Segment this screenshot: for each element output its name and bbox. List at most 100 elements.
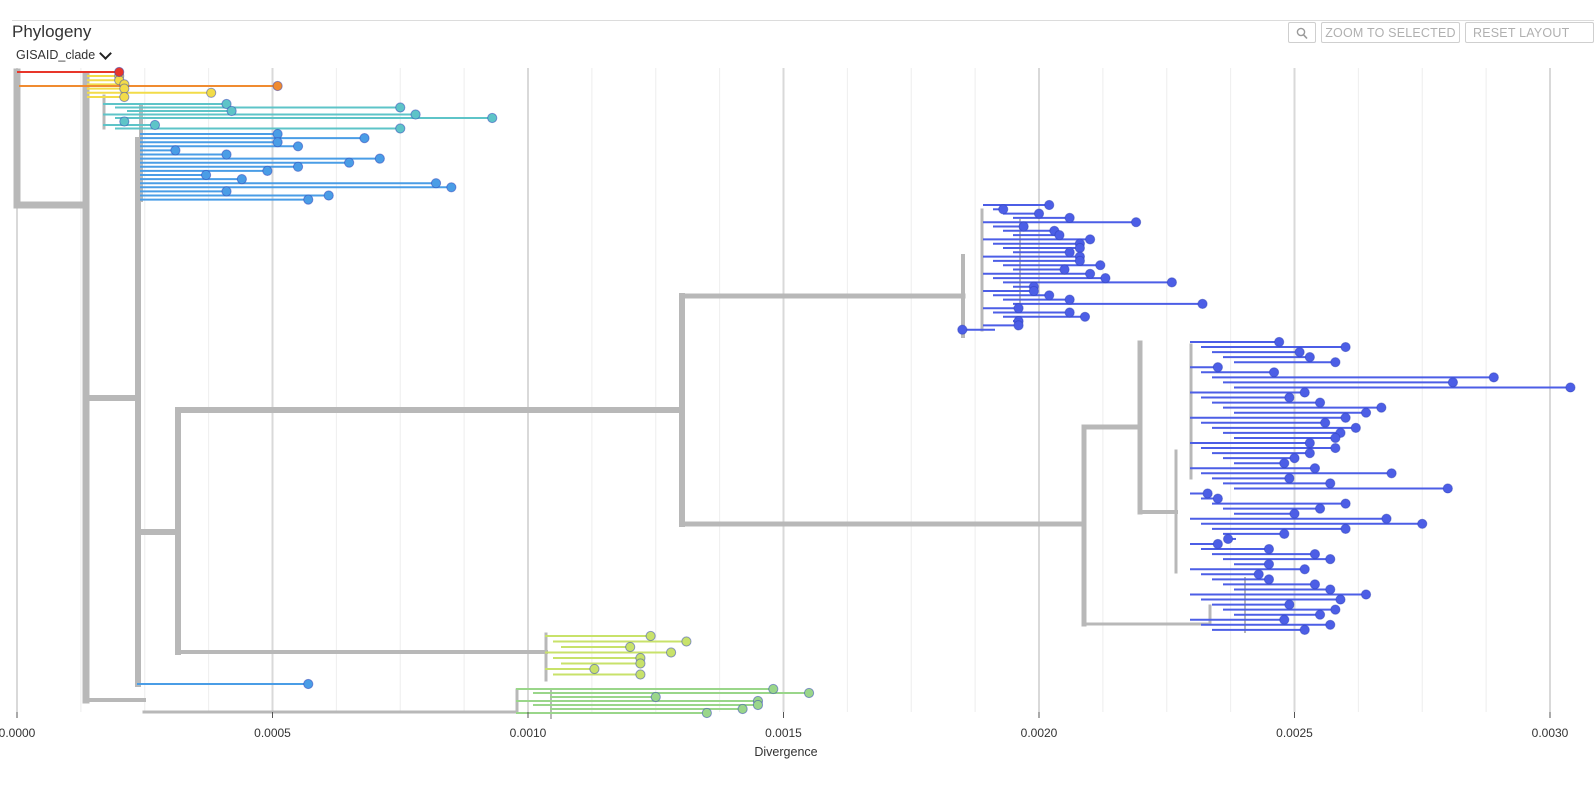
- tree-tip[interactable]: [1340, 498, 1351, 509]
- tree-tip[interactable]: [1212, 362, 1223, 373]
- tree-tip[interactable]: [650, 691, 661, 703]
- tree-tip[interactable]: [272, 80, 283, 92]
- tree-tip[interactable]: [1074, 242, 1085, 254]
- tree-tip[interactable]: [119, 91, 130, 103]
- tree-tip[interactable]: [1202, 488, 1213, 499]
- tree-tip[interactable]: [1018, 221, 1029, 232]
- tree-tip[interactable]: [1299, 387, 1310, 398]
- tree-tip[interactable]: [395, 123, 406, 134]
- tree-tip[interactable]: [1340, 523, 1351, 534]
- tree-tip[interactable]: [1299, 564, 1310, 575]
- tree-tip[interactable]: [1325, 619, 1336, 630]
- tree-tip[interactable]: [1314, 609, 1326, 620]
- tree-tips[interactable]: [114, 66, 1576, 719]
- tree-tip[interactable]: [1054, 230, 1065, 241]
- tree-tip[interactable]: [1350, 422, 1361, 433]
- tree-tip[interactable]: [1325, 478, 1336, 489]
- tree-tip[interactable]: [1314, 397, 1326, 408]
- tree-tip[interactable]: [1044, 199, 1055, 211]
- tree-tip[interactable]: [1284, 473, 1295, 484]
- tree-tip[interactable]: [303, 678, 314, 690]
- tree-tip[interactable]: [1309, 579, 1321, 590]
- tree-tip[interactable]: [1320, 417, 1331, 428]
- zoom-icon-button[interactable]: [1288, 22, 1316, 43]
- tree-tip[interactable]: [768, 683, 779, 695]
- tree-tip[interactable]: [665, 647, 677, 658]
- tree-tip[interactable]: [625, 641, 636, 653]
- tree-branches[interactable]: [13, 68, 1572, 719]
- tree-tip[interactable]: [1565, 382, 1576, 393]
- tree-tip[interactable]: [1330, 604, 1341, 615]
- tree-tip[interactable]: [1289, 453, 1300, 464]
- tree-tip[interactable]: [1212, 493, 1223, 504]
- tree-tip[interactable]: [1330, 442, 1341, 454]
- tree-tip[interactable]: [635, 669, 646, 680]
- tree-tip[interactable]: [957, 324, 968, 335]
- tree-tip[interactable]: [1279, 614, 1290, 625]
- tree-tip[interactable]: [1335, 594, 1346, 605]
- tree-tip[interactable]: [1381, 513, 1392, 524]
- tree-tip[interactable]: [803, 687, 815, 699]
- tree-tip[interactable]: [1130, 217, 1142, 228]
- tree-tip[interactable]: [701, 707, 712, 719]
- tree-tip[interactable]: [1309, 463, 1321, 474]
- tree-tip[interactable]: [1033, 208, 1045, 219]
- tree-tip[interactable]: [1166, 277, 1177, 288]
- tree-tip[interactable]: [1263, 543, 1275, 555]
- tree-tip[interactable]: [303, 194, 314, 205]
- tree-tip[interactable]: [344, 157, 355, 168]
- tree-tip[interactable]: [1284, 392, 1295, 403]
- tree-tip[interactable]: [589, 663, 600, 675]
- tree-tip[interactable]: [1274, 336, 1285, 348]
- tree-tip[interactable]: [1284, 599, 1295, 610]
- tree-tip[interactable]: [1304, 437, 1315, 449]
- tree-tip[interactable]: [221, 149, 232, 160]
- tree-tip[interactable]: [635, 658, 646, 669]
- tree-tip[interactable]: [1079, 311, 1091, 322]
- tree-tip[interactable]: [1064, 307, 1075, 318]
- tree-tip[interactable]: [1064, 212, 1075, 223]
- tree-tip[interactable]: [1442, 483, 1453, 494]
- tree-tip[interactable]: [1386, 468, 1397, 479]
- tree-tip[interactable]: [1360, 407, 1372, 418]
- tree-tip[interactable]: [292, 141, 304, 152]
- zoom-to-selected-button[interactable]: ZOOM TO SELECTED: [1321, 22, 1460, 43]
- tree-tip[interactable]: [1263, 574, 1275, 585]
- tree-tip[interactable]: [1299, 624, 1310, 635]
- tree-tip[interactable]: [410, 109, 421, 120]
- tree-tip[interactable]: [374, 153, 385, 164]
- tree-tip[interactable]: [1314, 503, 1326, 514]
- tree-tip[interactable]: [1340, 412, 1351, 423]
- tree-tip[interactable]: [645, 630, 656, 642]
- tree-tip[interactable]: [359, 133, 370, 144]
- tree-tip[interactable]: [1095, 260, 1106, 271]
- tree-tip[interactable]: [1028, 285, 1039, 297]
- tree-tip[interactable]: [737, 703, 748, 715]
- tree-tip[interactable]: [119, 116, 130, 127]
- tree-tip[interactable]: [149, 119, 161, 131]
- tree-tip[interactable]: [1294, 347, 1305, 358]
- tree-tip[interactable]: [395, 102, 406, 113]
- tree-tip[interactable]: [1253, 569, 1264, 580]
- tree-tip[interactable]: [221, 98, 232, 110]
- tree-tip[interactable]: [1064, 247, 1075, 258]
- tree-tip[interactable]: [1279, 528, 1290, 540]
- tree-tip[interactable]: [1417, 518, 1428, 529]
- tree-tip[interactable]: [752, 699, 764, 711]
- tree-tip[interactable]: [170, 145, 181, 156]
- tree-tip[interactable]: [226, 105, 237, 117]
- tree-tip[interactable]: [272, 137, 283, 148]
- tree-tip[interactable]: [323, 190, 334, 201]
- tree-tip[interactable]: [1325, 584, 1336, 595]
- tree-tip[interactable]: [1044, 290, 1055, 301]
- tree-tip[interactable]: [1013, 320, 1024, 331]
- tree-tip[interactable]: [1064, 294, 1075, 305]
- tree-tip[interactable]: [1197, 298, 1208, 309]
- tree-tip[interactable]: [1488, 372, 1499, 383]
- tree-tip[interactable]: [681, 636, 692, 647]
- tree-tip[interactable]: [1325, 554, 1336, 565]
- tree-tip[interactable]: [1309, 549, 1321, 560]
- tree-tip[interactable]: [1100, 273, 1111, 284]
- tree-tip[interactable]: [236, 174, 247, 185]
